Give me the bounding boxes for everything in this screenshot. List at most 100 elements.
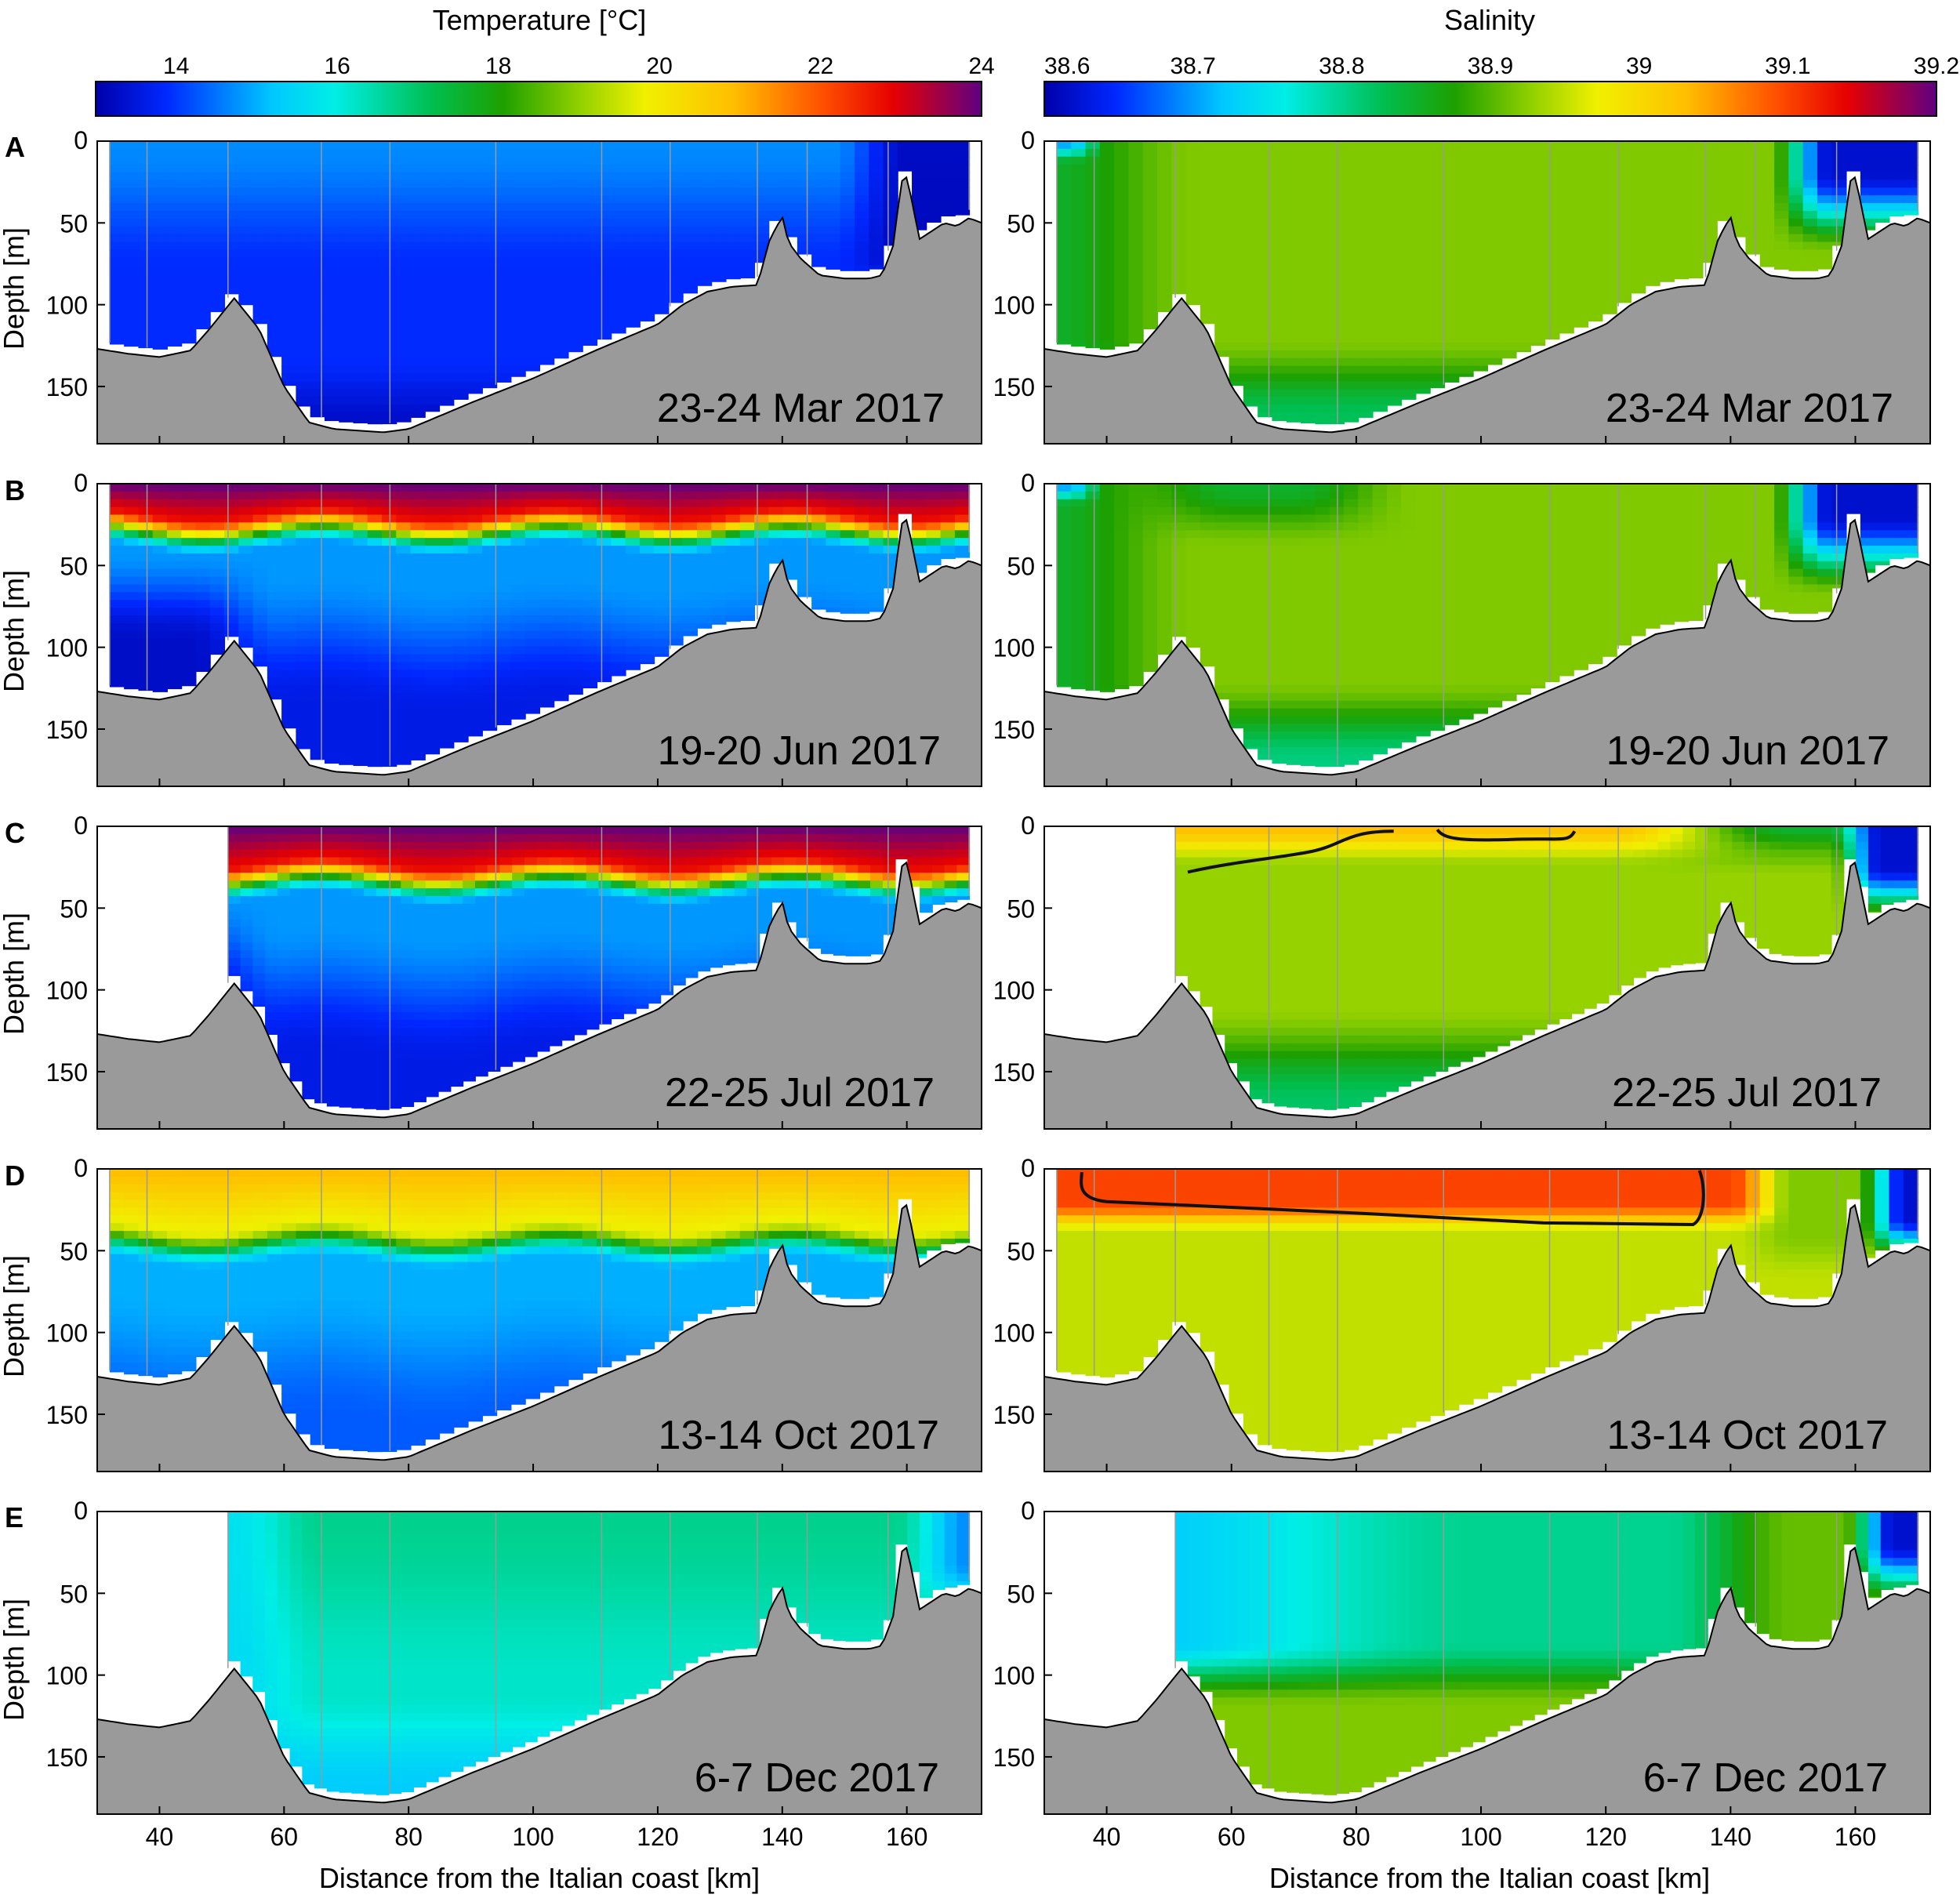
field-cell — [324, 739, 340, 749]
field-cell — [324, 716, 340, 725]
field-cell — [481, 592, 498, 601]
field-cell — [696, 530, 713, 539]
field-cell — [1688, 141, 1704, 150]
field-cell — [954, 141, 971, 150]
field-cell — [1071, 630, 1087, 640]
field-cell — [310, 357, 325, 367]
field-cell — [1372, 180, 1388, 189]
field-cell — [1200, 180, 1216, 189]
field-cell — [1401, 381, 1417, 390]
field-cell — [1774, 156, 1790, 165]
field-cell — [1429, 187, 1446, 197]
field-cell — [1128, 296, 1144, 305]
field-cell — [1071, 164, 1087, 173]
field-cell — [1343, 234, 1359, 243]
field-cell — [439, 615, 455, 624]
field-cell — [353, 296, 368, 305]
field-cell — [1185, 226, 1201, 235]
field-cell — [539, 350, 555, 359]
field-cell — [510, 249, 526, 259]
field-cell — [481, 638, 498, 648]
panel-letter-a: A — [5, 131, 25, 163]
field-cell — [1229, 296, 1244, 305]
field-cell — [1759, 226, 1776, 235]
field-cell — [1071, 241, 1087, 251]
field-cell — [1171, 561, 1187, 570]
field-cell — [181, 522, 197, 532]
field-cell — [883, 530, 898, 539]
field-cell — [1099, 522, 1116, 532]
field-cell — [554, 608, 569, 617]
field-cell — [1372, 335, 1388, 343]
field-cell — [1286, 327, 1302, 336]
field-cell — [496, 311, 512, 321]
field-cell — [1515, 156, 1531, 165]
field-cell — [339, 716, 354, 725]
field-cell — [954, 172, 971, 181]
field-cell — [1559, 234, 1574, 243]
field-cell — [339, 522, 354, 532]
field-cell — [1343, 180, 1359, 189]
field-cell — [1229, 365, 1244, 375]
field-cell — [1673, 218, 1690, 227]
field-cell — [554, 684, 569, 694]
field-cell — [840, 584, 855, 593]
field-cell — [1099, 576, 1116, 586]
field-cell — [1688, 226, 1704, 235]
field-cell — [611, 530, 626, 539]
field-cell — [1200, 615, 1216, 624]
field-cell — [1472, 327, 1488, 336]
field-cell — [1415, 357, 1431, 367]
field-cell — [1372, 373, 1388, 383]
field-cell — [353, 708, 368, 717]
field-cell — [797, 499, 813, 508]
field-cell — [396, 491, 412, 500]
field-cell — [668, 538, 684, 547]
field-cell — [1616, 172, 1632, 181]
field-cell — [840, 148, 855, 158]
field-cell — [524, 662, 540, 671]
field-cell — [1429, 141, 1446, 150]
field-cell — [1429, 148, 1446, 158]
field-cell — [568, 561, 583, 570]
field-cell — [725, 561, 741, 570]
field-cell — [826, 210, 841, 220]
field-cell — [1114, 622, 1130, 632]
field-cell — [597, 568, 612, 578]
field-cell — [481, 716, 498, 725]
field-cell — [1875, 203, 1890, 212]
field-cell — [281, 288, 297, 297]
field-cell — [883, 195, 898, 205]
field-cell — [682, 210, 698, 220]
field-cell — [1501, 210, 1517, 220]
field-cell — [1301, 218, 1316, 227]
field-cell — [109, 156, 125, 165]
field-cell — [524, 615, 540, 624]
field-cell — [410, 484, 426, 492]
field-cell — [1788, 203, 1804, 212]
field-cell — [524, 249, 540, 259]
field-cell — [682, 630, 698, 637]
field-cell — [152, 273, 168, 281]
field-cell — [869, 141, 884, 150]
field-cell — [539, 156, 555, 165]
field-cell — [1272, 218, 1287, 227]
field-cell — [1171, 484, 1187, 492]
field-cell — [840, 522, 855, 532]
field-cell — [353, 172, 368, 181]
field-cell — [811, 141, 827, 150]
field-cell — [339, 654, 354, 663]
field-cell — [1530, 226, 1546, 235]
field-cell — [1185, 546, 1201, 554]
field-cell — [1343, 397, 1359, 406]
field-cell — [1343, 419, 1359, 423]
field-cell — [1214, 638, 1230, 648]
field-cell — [1659, 172, 1675, 181]
field-cell — [1142, 327, 1159, 330]
field-cell — [1415, 172, 1431, 181]
field-cell — [739, 506, 756, 516]
field-cell — [109, 538, 125, 547]
field-cell — [238, 156, 254, 165]
field-cell — [1157, 172, 1173, 181]
field-cell — [453, 692, 469, 702]
